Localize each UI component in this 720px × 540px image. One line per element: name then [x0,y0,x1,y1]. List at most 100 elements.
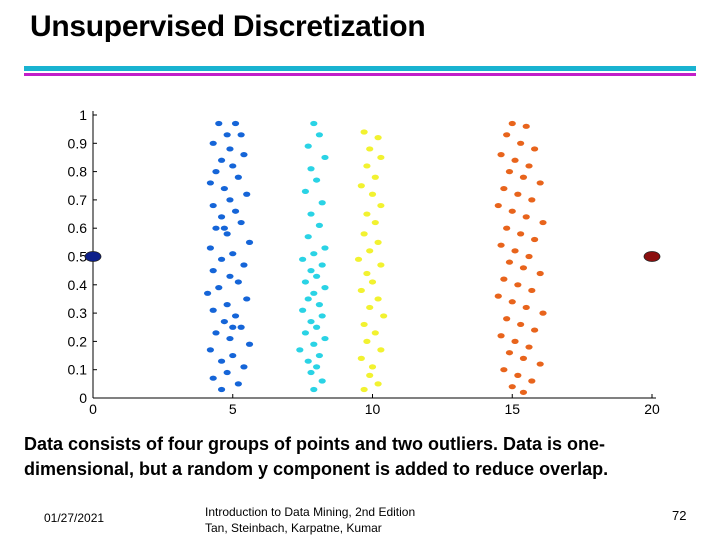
data-point [377,202,385,209]
caption-line-1: Data consists of four groups of points a… [24,434,606,454]
data-point [503,316,511,322]
footer-book: Introduction to Data Mining, 2nd Edition… [205,504,415,536]
data-point [368,364,377,370]
data-point [245,341,254,347]
data-point [209,140,217,146]
data-point [307,211,315,217]
data-point [313,324,321,330]
data-point [223,369,231,376]
data-point [226,335,234,342]
data-point [497,333,505,339]
data-point [313,177,321,183]
data-point [508,208,516,214]
data-point [505,169,514,175]
y-tick-label: 0.5 [68,249,88,265]
data-point [223,302,231,308]
data-point [525,163,533,169]
y-tick-label: 0.9 [68,135,88,151]
slide-title: Unsupervised Discretization [30,10,426,43]
data-point [212,169,220,175]
page-number: 72 [672,508,687,523]
data-point [522,304,530,311]
data-point [525,344,533,350]
data-point [366,248,374,254]
data-point [318,313,326,319]
data-point [366,304,374,311]
data-point [360,321,368,328]
data-point [226,197,234,203]
data-point [519,174,528,180]
data-point [500,185,508,192]
data-point [310,290,318,296]
data-point [318,378,326,384]
data-point [240,262,248,268]
data-point [304,296,312,302]
series-group-3 [354,129,388,393]
series-group-2 [296,120,329,393]
data-point [494,202,502,209]
data-point [517,321,525,328]
data-point [215,120,223,127]
data-point [226,146,234,152]
slide-caption: Data consists of four groups of points a… [24,432,704,482]
data-point [234,381,242,387]
data-point [237,219,245,226]
data-point [321,335,329,342]
data-point [354,256,363,262]
data-point [508,299,516,305]
data-point [223,132,231,138]
data-point [357,183,365,189]
footer-book-title: Introduction to Data Mining, 2nd Edition [205,505,416,519]
series-group-1 [203,120,254,393]
data-point [245,239,254,245]
data-point [503,132,511,138]
data-point [525,253,533,260]
data-point [321,154,329,161]
left-outlier-point [84,251,102,262]
right-outlier-point [643,251,661,262]
series-group-4 [494,120,547,395]
scatter-plot: 0 0.1 0.2 0.3 0.4 0.5 0.6 0.7 0.8 0.9 1 0 5 10 15 20 [68,107,661,417]
data-point [299,256,307,262]
data-point [360,231,368,237]
data-point [522,214,530,220]
data-point [374,135,382,141]
y-tick-label: 0.4 [68,277,88,293]
outlier-points [84,251,661,262]
data-point [206,245,214,251]
data-point [536,361,544,367]
data-point [301,279,310,285]
data-point [310,120,318,127]
data-point [206,180,214,186]
data-point [215,285,223,291]
data-point [531,146,539,152]
data-point [377,154,385,161]
data-point [380,313,388,319]
data-point [366,146,374,152]
x-tick-labels: 0 5 10 15 20 [89,394,660,417]
data-point [318,262,326,268]
data-point [517,140,525,146]
data-point [528,378,536,384]
data-point [500,276,508,282]
data-point [310,386,318,393]
data-point [511,248,519,254]
data-point [321,245,329,251]
footer-authors: Tan, Steinbach, Karpatne, Kumar [205,521,382,535]
data-point [243,296,251,302]
data-point [357,287,365,294]
data-point [296,347,304,353]
plot-axes [92,111,656,399]
data-point [363,211,371,217]
y-tick-label: 0.6 [68,220,88,236]
y-tick-label: 0.2 [68,333,88,349]
data-point [229,163,237,169]
data-point [301,330,310,336]
data-point [519,389,528,395]
caption-line-2: dimensional, but a random y component is… [24,459,609,479]
data-point [315,352,323,359]
data-point [368,191,377,197]
data-point [220,185,228,192]
y-tick-labels: 0 0.1 0.2 0.3 0.4 0.5 0.6 0.7 0.8 0.9 1 [68,107,97,406]
data-point [494,293,502,299]
